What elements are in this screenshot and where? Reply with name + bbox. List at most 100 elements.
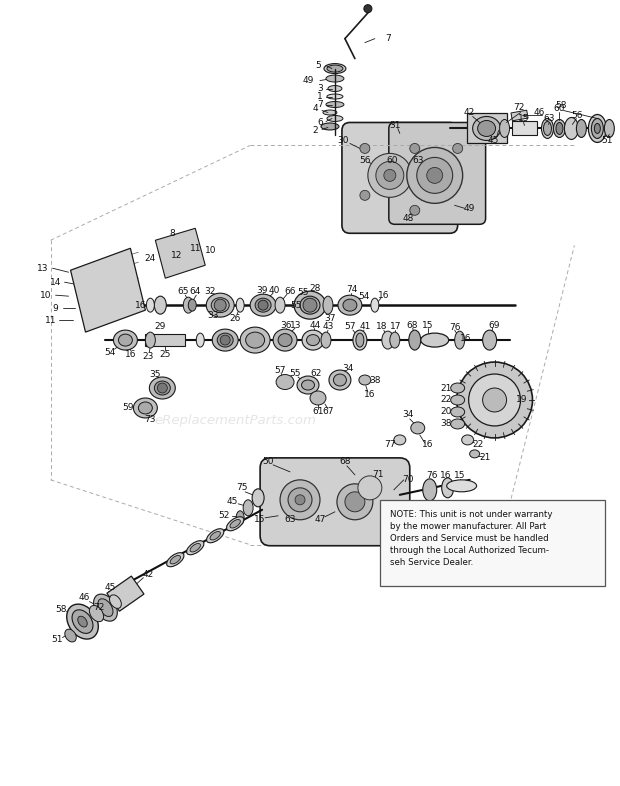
Ellipse shape [604, 119, 614, 138]
Text: 16: 16 [135, 301, 146, 310]
Ellipse shape [217, 333, 233, 347]
Text: 42: 42 [464, 108, 476, 117]
Ellipse shape [469, 450, 480, 458]
Text: 34: 34 [402, 410, 414, 420]
Text: 63: 63 [412, 156, 423, 165]
Ellipse shape [343, 299, 357, 311]
FancyBboxPatch shape [342, 123, 458, 233]
Bar [511, 110, 528, 121]
Ellipse shape [462, 435, 474, 445]
Text: 10: 10 [205, 246, 216, 255]
Text: 43: 43 [322, 321, 334, 331]
Ellipse shape [321, 332, 331, 348]
Ellipse shape [328, 86, 342, 91]
Text: 42: 42 [143, 570, 154, 579]
Text: 45: 45 [488, 136, 499, 145]
Ellipse shape [167, 553, 184, 567]
Text: 24: 24 [144, 254, 156, 263]
Ellipse shape [301, 380, 314, 390]
Text: 3: 3 [317, 84, 323, 93]
Ellipse shape [454, 331, 464, 349]
Text: 68: 68 [406, 321, 417, 329]
Text: 8: 8 [169, 229, 175, 238]
Text: 28: 28 [309, 284, 321, 292]
Text: 32: 32 [205, 287, 216, 296]
Text: 70: 70 [402, 476, 414, 484]
Text: 69: 69 [489, 321, 500, 329]
Ellipse shape [326, 101, 344, 108]
Text: 76: 76 [449, 322, 461, 332]
Ellipse shape [477, 120, 495, 137]
Text: 22: 22 [472, 440, 483, 450]
Text: 16: 16 [460, 333, 471, 343]
Ellipse shape [236, 511, 244, 525]
Ellipse shape [138, 402, 153, 414]
Ellipse shape [211, 298, 229, 313]
Circle shape [453, 143, 463, 153]
Text: 29: 29 [154, 321, 166, 331]
Text: 46: 46 [79, 593, 90, 602]
Ellipse shape [327, 94, 343, 99]
Ellipse shape [278, 333, 292, 347]
Text: 34: 34 [342, 364, 353, 373]
Ellipse shape [472, 116, 500, 141]
Ellipse shape [356, 333, 364, 347]
Ellipse shape [190, 543, 200, 552]
Ellipse shape [145, 332, 156, 348]
Text: 56: 56 [359, 156, 371, 165]
Text: 11: 11 [190, 244, 201, 253]
Text: 13: 13 [37, 264, 48, 273]
Text: 16: 16 [125, 350, 136, 358]
Circle shape [358, 476, 382, 500]
Text: 40: 40 [268, 285, 280, 295]
Ellipse shape [334, 374, 347, 386]
Ellipse shape [118, 334, 133, 346]
Text: 49: 49 [303, 76, 314, 85]
Text: 16: 16 [422, 440, 433, 450]
Circle shape [410, 205, 420, 215]
FancyBboxPatch shape [260, 458, 410, 545]
Ellipse shape [243, 500, 253, 516]
Ellipse shape [595, 123, 600, 134]
Ellipse shape [353, 330, 367, 350]
Text: 23: 23 [143, 351, 154, 361]
Circle shape [364, 5, 372, 13]
Ellipse shape [188, 299, 197, 311]
Ellipse shape [338, 296, 362, 315]
Circle shape [337, 484, 373, 520]
Bar [512, 122, 537, 135]
Text: 15: 15 [518, 114, 529, 123]
Ellipse shape [78, 616, 87, 627]
Ellipse shape [210, 531, 220, 540]
Text: 57: 57 [344, 321, 356, 331]
Ellipse shape [226, 516, 244, 531]
Text: 5: 5 [315, 61, 321, 70]
Ellipse shape [390, 332, 400, 348]
Ellipse shape [65, 629, 76, 642]
Circle shape [407, 148, 463, 204]
Ellipse shape [544, 122, 551, 135]
Ellipse shape [154, 296, 166, 314]
Ellipse shape [294, 291, 326, 319]
Ellipse shape [451, 419, 464, 429]
Text: 38: 38 [440, 420, 451, 428]
Polygon shape [156, 228, 205, 278]
Ellipse shape [197, 333, 204, 347]
Ellipse shape [170, 556, 180, 564]
Ellipse shape [409, 330, 421, 350]
Text: 76: 76 [426, 472, 438, 480]
Text: 57: 57 [274, 365, 286, 375]
Text: 39: 39 [256, 285, 268, 295]
Text: 4: 4 [312, 104, 318, 113]
Ellipse shape [382, 331, 394, 349]
Text: 47: 47 [314, 516, 326, 524]
Ellipse shape [67, 604, 99, 639]
Ellipse shape [577, 119, 587, 138]
Circle shape [157, 383, 167, 393]
Text: 12: 12 [170, 251, 182, 259]
Text: 6: 6 [317, 118, 323, 127]
Text: 55: 55 [290, 301, 302, 310]
Text: 16: 16 [440, 472, 451, 480]
Text: eReplacementParts.com: eReplacementParts.com [155, 414, 317, 427]
Ellipse shape [184, 297, 193, 313]
